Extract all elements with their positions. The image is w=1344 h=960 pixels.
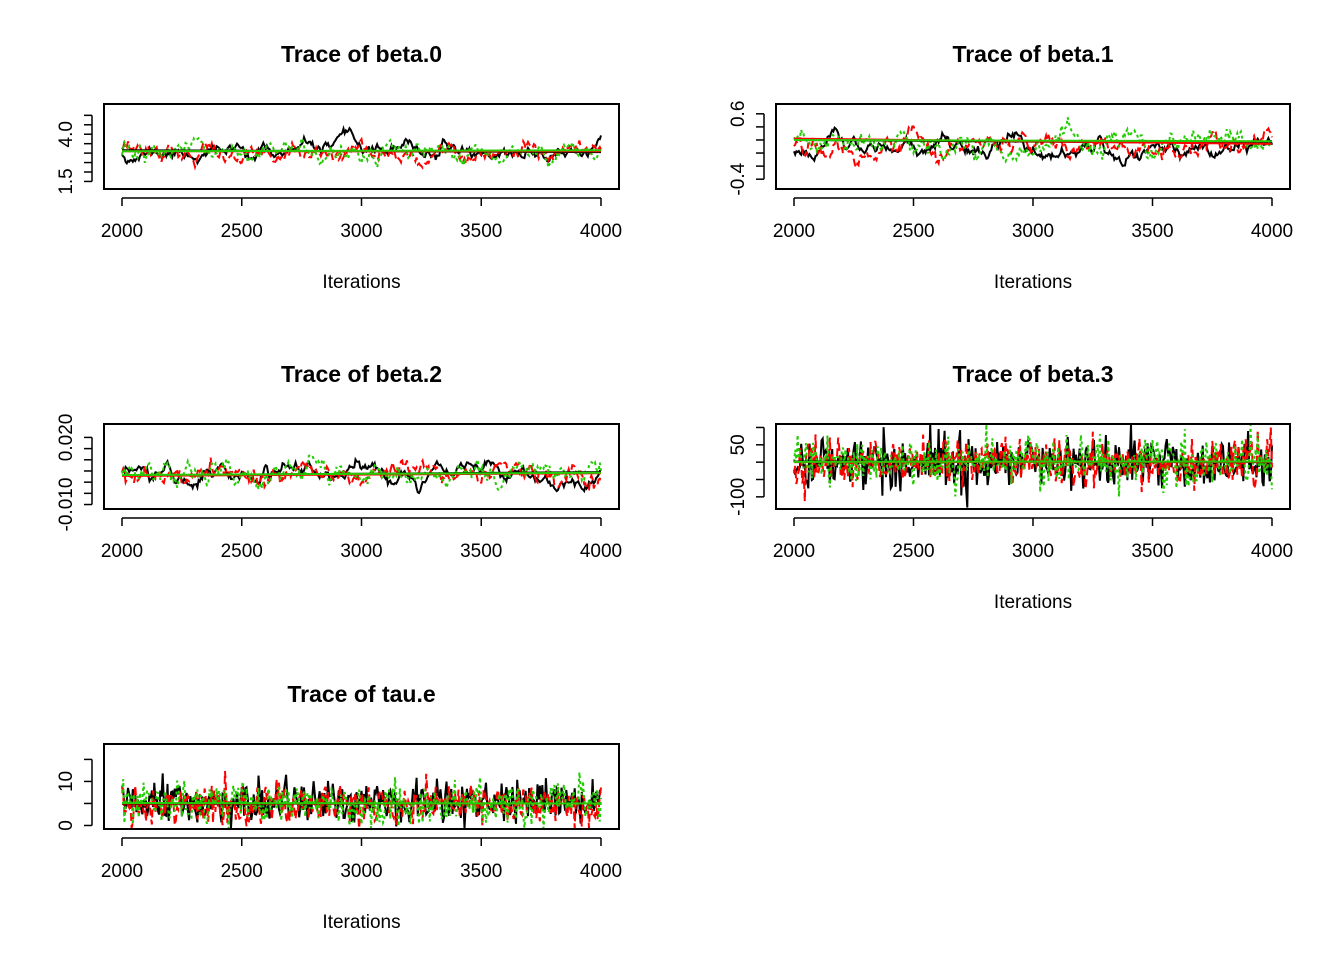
trace-panel-2: Trace of beta.1 2000 2500 3000 3500 4000 Itera… [728,41,1293,293]
chain-3-trace [121,772,602,829]
x-tick-label: 4000 [1251,221,1293,242]
y-axis: 1.5 4.0 [56,114,93,195]
panel-title: Trace of beta.0 [281,41,442,67]
x-axis: 2000 2500 3000 3500 4000 [773,517,1293,562]
x-tick-label: 3000 [340,221,382,242]
x-axis: 2000 2500 3000 3500 4000 [101,837,622,882]
chain-2-trace [793,427,1273,502]
trace-panel-1: Trace of beta.0 2000 2500 3000 3500 4000 Itera… [56,41,622,293]
y-axis: 0 10 [56,758,93,831]
y-tick-label: 1.5 [56,168,77,194]
x-axis: 2000 2500 3000 3500 4000 [101,197,622,242]
x-tick-label: 2000 [101,221,143,242]
x-tick-label: 2500 [221,221,263,242]
x-axis-label: Iterations [322,272,400,293]
x-tick-label: 2500 [221,861,263,882]
x-tick-label: 3000 [1012,541,1054,562]
x-tick-label: 4000 [1251,541,1293,562]
plot-frame [103,103,620,190]
x-tick-label: 3000 [340,541,382,562]
x-tick-label: 2500 [221,541,263,562]
x-tick-label: 4000 [580,221,622,242]
plot-frame [103,423,620,510]
panel-title: Trace of beta.1 [952,41,1113,67]
x-tick-label: 3000 [1012,221,1054,242]
y-tick-label: -100 [728,478,749,516]
x-tick-label: 3500 [1131,541,1173,562]
x-tick-label: 2000 [101,541,143,562]
x-axis: 2000 2500 3000 3500 4000 [101,517,622,562]
y-tick-label: 10 [56,771,77,792]
x-axis-label: Iterations [994,592,1072,613]
y-tick-label: 0.020 [56,414,77,462]
chain-3-trace [121,453,602,493]
mean-line-3 [793,138,1273,143]
trace-panel-3: Trace of beta.2 2000 2500 3000 3500 4000 -0.01… [56,361,622,562]
x-tick-label: 3500 [460,221,502,242]
x-tick-label: 3500 [1131,221,1173,242]
trace-panel-4: Trace of beta.3 2000 2500 3000 3500 4000 Itera… [728,361,1293,613]
x-tick-label: 4000 [580,861,622,882]
y-tick-label: 0 [56,820,77,831]
x-axis-label: Iterations [322,912,400,933]
y-tick-label: 4.0 [56,121,77,147]
x-tick-label: 2500 [892,221,934,242]
x-tick-label: 4000 [580,541,622,562]
x-tick-label: 3500 [460,861,502,882]
chain-2-trace [793,125,1273,171]
x-tick-label: 2000 [773,541,815,562]
y-tick-label: 50 [728,434,749,455]
mean-line-3 [121,149,602,153]
y-axis: -100 50 [728,426,765,516]
x-tick-label: 2000 [101,861,143,882]
y-tick-label: -0.010 [56,478,77,532]
x-axis-label: Iterations [994,272,1072,293]
panel-title: Trace of beta.3 [952,361,1113,387]
y-tick-label: -0.4 [728,162,749,195]
plot-frame [775,423,1291,510]
panel-title: Trace of tau.e [287,681,435,707]
x-tick-label: 3500 [460,541,502,562]
panel-title: Trace of beta.2 [281,361,442,387]
plot-frame [775,103,1291,190]
chain-2-trace [121,771,602,829]
x-tick-label: 2000 [773,221,815,242]
y-axis: -0.010 0.020 [56,414,93,532]
x-tick-label: 3000 [340,861,382,882]
y-axis: -0.4 0.6 [728,101,765,196]
y-tick-label: 0.6 [728,101,749,127]
chain-3-trace [793,424,1273,497]
x-axis: 2000 2500 3000 3500 4000 [773,197,1293,242]
x-tick-label: 2500 [892,541,934,562]
plot-frame [103,743,620,830]
trace-panel-5: Trace of tau.e 2000 2500 3000 3500 4000 Iterat… [56,681,622,933]
mean-line-3 [121,471,602,476]
